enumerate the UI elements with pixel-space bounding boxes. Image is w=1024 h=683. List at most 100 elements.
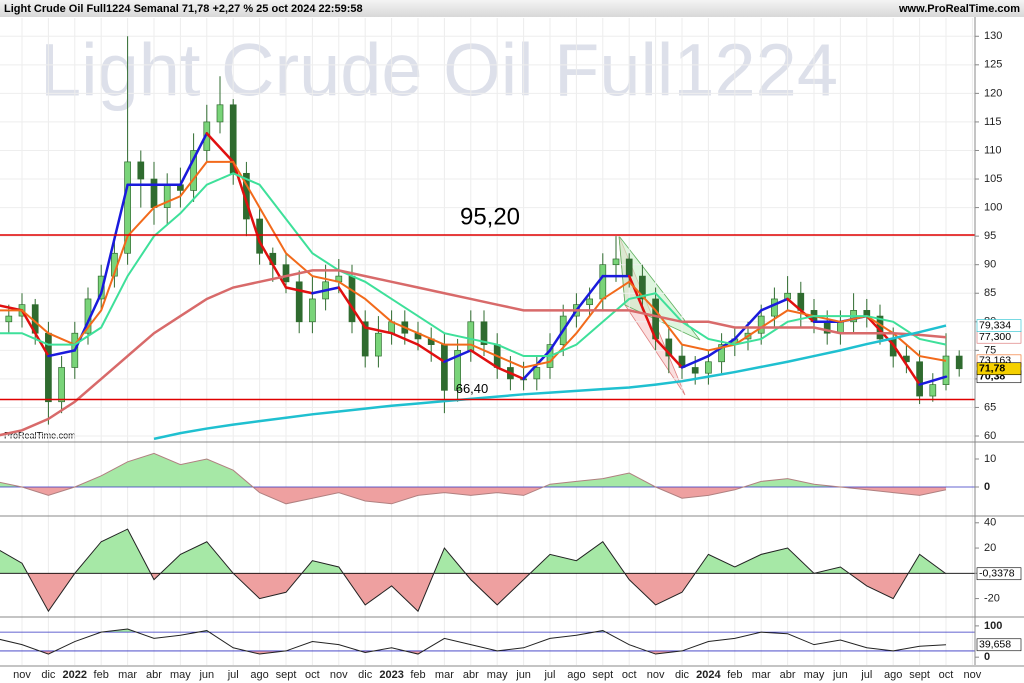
- y-tick-label: 125: [984, 59, 1002, 71]
- candle-body: [639, 275, 646, 300]
- candle-body: [5, 315, 13, 323]
- last-value-label: 79,334: [979, 319, 1011, 331]
- candle-body: [282, 264, 290, 283]
- last-value-label: -0,3378: [979, 568, 1015, 580]
- y-tick-label: 85: [984, 287, 996, 299]
- header-title: Light Crude Oil Full1224 Semanal 71,78 +…: [4, 3, 363, 15]
- x-tick-label: jul: [543, 669, 555, 681]
- candle-body: [955, 355, 963, 370]
- x-tick-label: jun: [832, 669, 848, 681]
- candle-body: [348, 275, 356, 323]
- y-tick-label: 130: [984, 30, 1002, 42]
- x-tick-label: 2023: [379, 669, 403, 681]
- candle-body: [480, 321, 488, 345]
- candle-body: [771, 298, 778, 317]
- moving-average: [153, 324, 947, 440]
- x-tick-label: may: [487, 669, 508, 681]
- moving-average: [0, 172, 947, 358]
- y-tick-label: 0: [984, 481, 990, 493]
- candle-body: [124, 161, 131, 254]
- x-tick-label: ago: [250, 669, 268, 681]
- y-tick-label: 120: [984, 87, 1002, 99]
- moving-average-segment: [469, 349, 499, 369]
- indicator-line: [0, 528, 947, 613]
- candle-body: [929, 384, 937, 397]
- header-bar: [0, 0, 1024, 17]
- area-below: [0, 573, 946, 612]
- last-value-label: 39,658: [979, 639, 1011, 651]
- candle-body: [586, 298, 593, 306]
- x-tick-label: ago: [884, 669, 902, 681]
- x-tick-label: nov: [647, 669, 665, 681]
- x-tick-label: mar: [435, 669, 454, 681]
- y-tick-label: 65: [984, 401, 996, 413]
- plots: nov dic 2022 feb mar abr may jun jul ago sept oct no…: [0, 18, 1022, 681]
- candle-body: [665, 338, 673, 357]
- candle-body: [916, 361, 923, 397]
- y-tick-label: 90: [984, 259, 996, 271]
- candle-body: [361, 321, 369, 357]
- moving-average-segment: [918, 375, 948, 386]
- candle-body: [612, 258, 620, 266]
- y-tick-label: 105: [984, 173, 1002, 185]
- moving-average-segment: [99, 183, 129, 295]
- moving-average-segment: [311, 286, 341, 295]
- moving-average-segment: [205, 132, 235, 164]
- candle-body: [691, 367, 699, 374]
- moving-average-segment: [179, 132, 209, 186]
- moving-average-segment: [548, 309, 578, 352]
- y-tick-label: 110: [984, 144, 1002, 156]
- indicator-line: [0, 628, 947, 655]
- moving-average-segment: [495, 366, 525, 381]
- y-tick-label: 0: [984, 651, 990, 663]
- y-tick-label: 10: [984, 453, 996, 465]
- x-tick-label: jul: [860, 669, 872, 681]
- candle-body: [441, 344, 448, 391]
- x-tick-label: jul: [227, 669, 239, 681]
- y-tick-label: 100: [984, 620, 1002, 632]
- area-above: [0, 453, 946, 487]
- area-below: [39, 650, 682, 655]
- x-tick-label: mar: [118, 669, 137, 681]
- moving-average-segment: [654, 337, 684, 369]
- candle-body: [705, 361, 712, 374]
- y-tick-label: 40: [984, 517, 996, 529]
- moving-average-segment: [891, 343, 921, 386]
- y-tick-label: 95: [984, 230, 996, 242]
- y-tick-label: 60: [984, 430, 996, 442]
- x-tick-label: mar: [752, 669, 771, 681]
- candle-body: [150, 178, 158, 208]
- header-site[interactable]: www.ProRealTime.com: [898, 3, 1020, 15]
- x-tick-label: 2022: [63, 669, 87, 681]
- moving-average-segment: [258, 240, 288, 289]
- level-label: 66,40: [456, 381, 489, 396]
- area-above: [101, 629, 606, 633]
- moving-average-segment: [47, 349, 77, 358]
- level-label: 95,20: [460, 203, 520, 230]
- candle-body: [625, 258, 633, 277]
- candle-body: [163, 184, 171, 208]
- x-tick-label: may: [804, 669, 825, 681]
- last-value-box: [976, 362, 1022, 376]
- y-tick-label: 75: [984, 344, 996, 356]
- main-plot: [0, 35, 975, 440]
- candle-body: [216, 104, 224, 123]
- candle-body: [190, 150, 197, 191]
- last-value-box: [976, 567, 1022, 581]
- candle-body: [718, 344, 725, 363]
- x-tick-label: sept: [276, 669, 297, 681]
- last-value-label: 71,78: [979, 363, 1005, 375]
- candle-body: [942, 355, 950, 385]
- candle-body: [295, 281, 303, 323]
- x-tick-label: sept: [909, 669, 930, 681]
- indicator-line: [0, 452, 947, 505]
- x-tick-label: feb: [94, 669, 109, 681]
- area-above: [0, 529, 946, 574]
- x-tick-label: dic: [675, 669, 690, 681]
- x-tick-label: abr: [780, 669, 796, 681]
- x-tick-label: sept: [592, 669, 613, 681]
- candle-body: [375, 332, 382, 357]
- moving-average-segment: [733, 309, 763, 341]
